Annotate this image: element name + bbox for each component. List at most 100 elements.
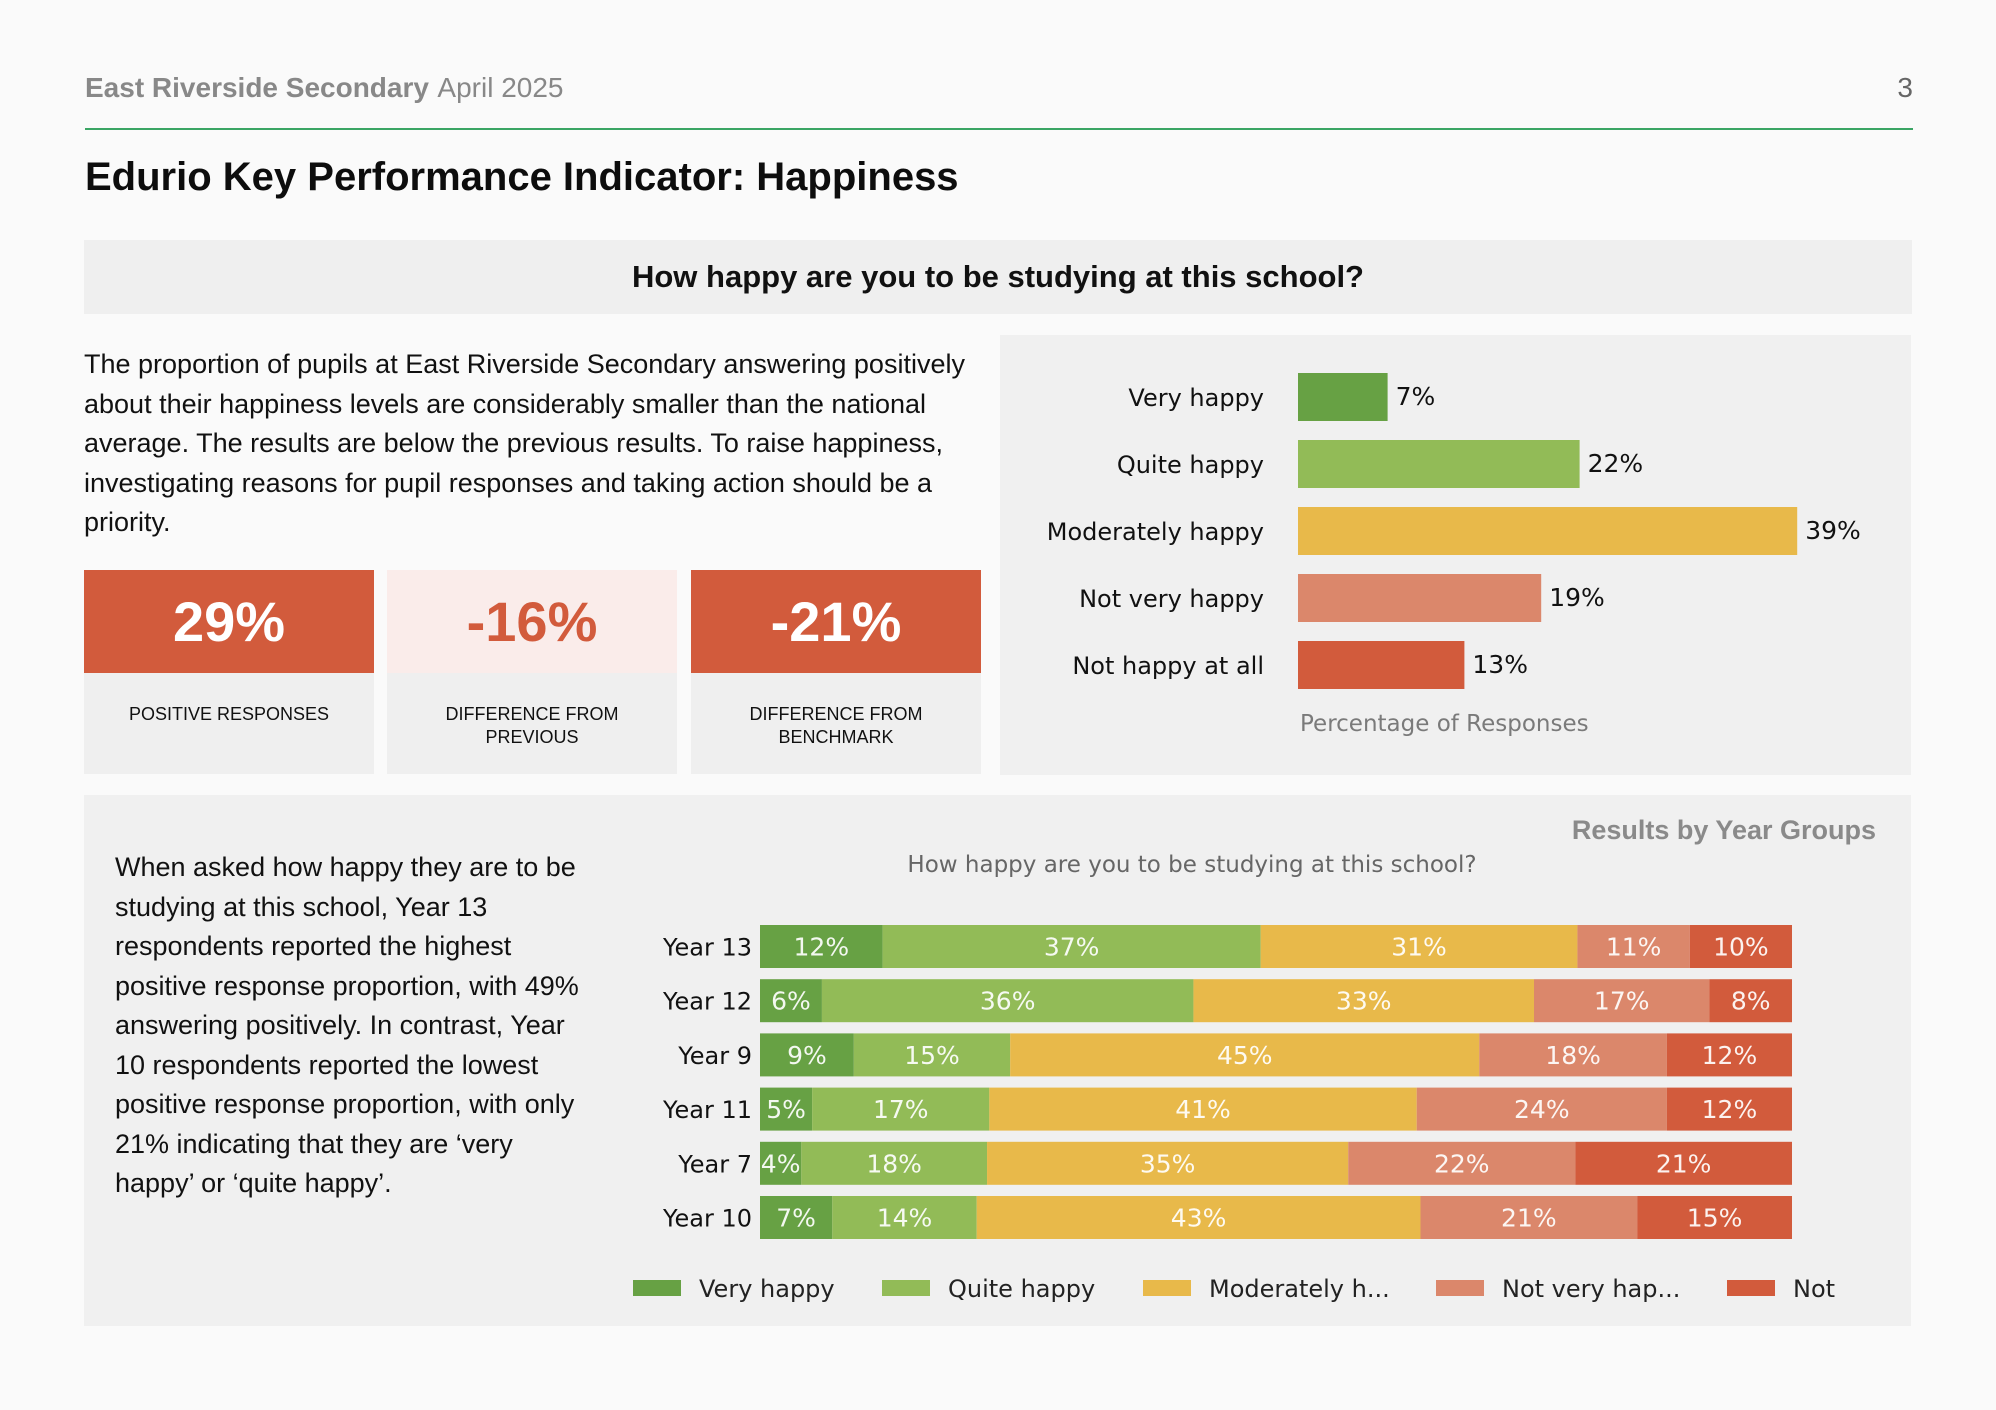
year-group-stacked-chart: How happy are you to be studying at this… — [633, 852, 1835, 1303]
segment-label: 21% — [1656, 1149, 1712, 1178]
stacked-segment — [1637, 1196, 1792, 1239]
stacked-segment — [989, 1087, 1417, 1131]
year-label: Year 11 — [662, 1096, 752, 1124]
summary-text: The proportion of pupils at East Riversi… — [84, 349, 965, 537]
segment-label: 35% — [1140, 1149, 1196, 1178]
category-label: Not happy at all — [1072, 652, 1264, 680]
stacked-segment — [1010, 1033, 1480, 1077]
segment-label: 24% — [1514, 1095, 1570, 1124]
report-date: April 2025 — [437, 72, 564, 103]
segment-label: 5% — [766, 1095, 806, 1124]
stacked-segment — [1420, 1196, 1638, 1239]
year-label: Year 10 — [662, 1205, 752, 1233]
stacked-segment — [801, 1141, 988, 1185]
stacked-segment — [987, 1141, 1349, 1185]
stacked-segment — [1575, 1141, 1792, 1185]
page-number: 3 — [1897, 72, 1913, 103]
stacked-segment — [1193, 979, 1534, 1023]
kpi-difference-previous: -16% DIFFERENCE FROM PREVIOUS — [387, 570, 677, 774]
stacked-segment — [812, 1087, 990, 1131]
kpi-positive-responses: 29% POSITIVE RESPONSES — [84, 570, 374, 774]
segment-label: 33% — [1336, 987, 1392, 1016]
stacked-segment — [1577, 925, 1690, 968]
stacked-segment — [832, 1196, 977, 1239]
segment-label: 45% — [1217, 1041, 1273, 1070]
year-label: Year 13 — [662, 934, 752, 962]
legend-label: Not — [1793, 1275, 1835, 1303]
stacked-segment — [1666, 1033, 1792, 1077]
segment-label: 7% — [776, 1204, 816, 1233]
legend-swatch — [1727, 1280, 1775, 1296]
year-label: Year 12 — [662, 988, 752, 1016]
happiness-distribution-chart: Very happy 7% Quite happy 22% Moderately hap… — [1047, 373, 1861, 737]
stacked-segment — [1416, 1087, 1667, 1131]
kpi-value: -16% — [387, 570, 677, 673]
segment-label: 6% — [771, 987, 811, 1016]
stacked-segment — [760, 1033, 854, 1077]
kpi-value: 29% — [84, 570, 374, 673]
bar-value-label: 13% — [1472, 650, 1528, 679]
legend-swatch — [633, 1280, 681, 1296]
category-label: Moderately happy — [1047, 518, 1264, 546]
happiness-distribution-panel: Very happy 7% Quite happy 22% Moderately hap… — [1000, 335, 1911, 775]
segment-label: 18% — [866, 1149, 922, 1178]
bar-value-label: 39% — [1805, 516, 1861, 545]
stacked-segment — [1534, 979, 1710, 1023]
kpi-label: DIFFERENCE FROM BENCHMARK — [749, 704, 923, 747]
stacked-segment — [760, 1196, 833, 1239]
bar-value-label: 22% — [1588, 449, 1644, 478]
stacked-segment — [760, 979, 822, 1023]
bar — [1298, 440, 1580, 488]
legend-label: Moderately h... — [1209, 1275, 1390, 1303]
legend-label: Not very hap... — [1502, 1275, 1680, 1303]
stacked-segment — [821, 979, 1194, 1023]
segment-label: 4% — [761, 1149, 801, 1178]
results-title: Results by Year Groups — [1571, 815, 1876, 845]
category-label: Quite happy — [1117, 451, 1264, 479]
segment-label: 8% — [1731, 987, 1771, 1016]
bar — [1298, 373, 1388, 421]
segment-label: 12% — [794, 933, 850, 962]
segment-label: 37% — [1044, 933, 1100, 962]
legend-label: Quite happy — [948, 1275, 1095, 1303]
legend-swatch — [1436, 1280, 1484, 1296]
segment-label: 41% — [1175, 1095, 1231, 1124]
question-banner: How happy are you to be studying at this… — [84, 240, 1912, 314]
segment-label: 36% — [980, 987, 1036, 1016]
segment-label: 15% — [1687, 1204, 1743, 1233]
segment-label: 9% — [787, 1041, 827, 1070]
x-axis-label: Percentage of Responses — [1300, 711, 1589, 737]
segment-label: 43% — [1171, 1204, 1227, 1233]
segment-label: 14% — [877, 1204, 933, 1233]
page-header: East Riverside Secondary April 2025 3 — [85, 72, 1913, 130]
bar — [1298, 641, 1465, 689]
legend-label: Very happy — [699, 1275, 835, 1303]
year-label: Year 9 — [677, 1042, 752, 1070]
segment-label: 22% — [1434, 1149, 1490, 1178]
segment-label: 10% — [1713, 933, 1769, 962]
chart-title: How happy are you to be studying at this… — [907, 852, 1476, 878]
legend-swatch — [882, 1280, 930, 1296]
kpi-value: -21% — [691, 570, 981, 673]
segment-label: 18% — [1545, 1041, 1601, 1070]
stacked-segment — [760, 925, 883, 968]
year-group-panel: How happy are you to be studying at this… — [84, 795, 1911, 1326]
segment-label: 12% — [1702, 1041, 1758, 1070]
year-label: Year 7 — [677, 1150, 752, 1178]
bar-value-label: 7% — [1396, 382, 1436, 411]
segment-label: 17% — [873, 1095, 929, 1124]
segment-label: 15% — [904, 1041, 960, 1070]
stacked-segment — [1666, 1087, 1792, 1131]
category-label: Very happy — [1128, 384, 1264, 412]
segment-label: 17% — [1594, 987, 1650, 1016]
kpi-label: POSITIVE RESPONSES — [128, 704, 330, 724]
segment-label: 11% — [1606, 933, 1662, 962]
kpi-label: DIFFERENCE FROM PREVIOUS — [445, 704, 619, 747]
stacked-segment — [1689, 925, 1792, 968]
stacked-segment — [853, 1033, 1011, 1077]
school-name: East Riverside Secondary — [85, 72, 429, 103]
stacked-segment — [1709, 979, 1792, 1023]
stacked-segment — [1260, 925, 1578, 968]
segment-label: 31% — [1391, 933, 1447, 962]
segment-label: 21% — [1501, 1204, 1557, 1233]
